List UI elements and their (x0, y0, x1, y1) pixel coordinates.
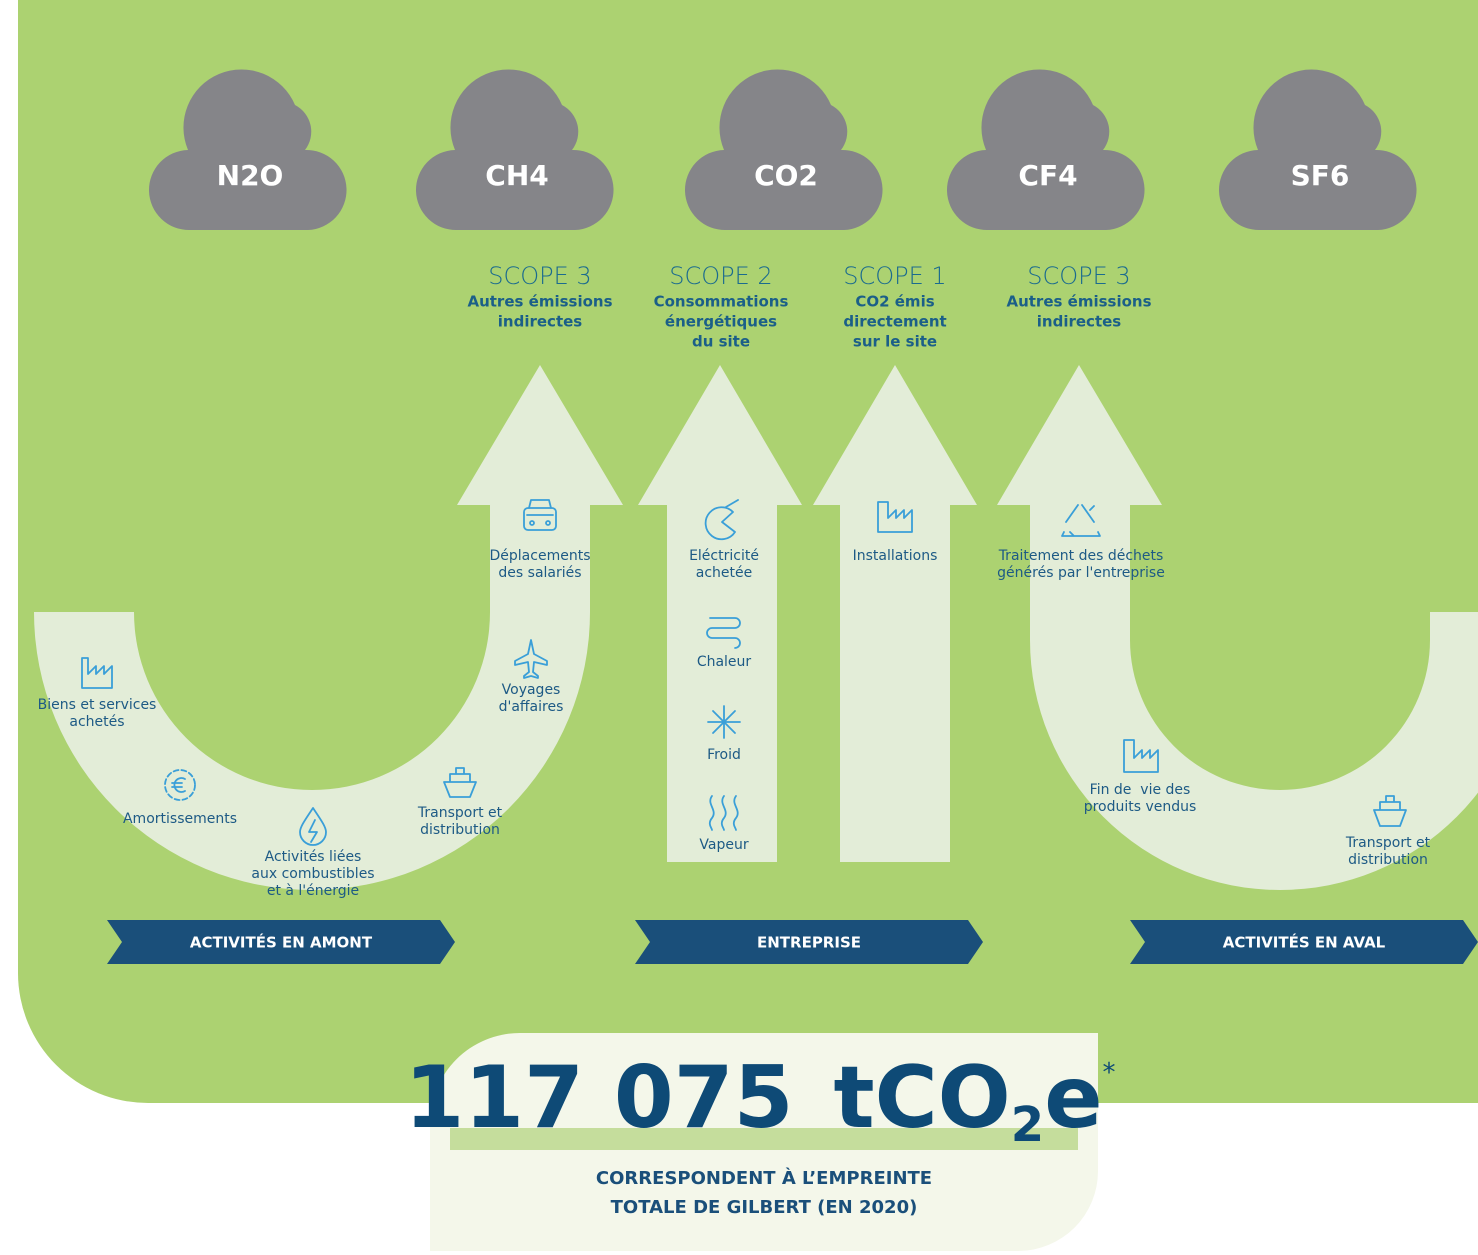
scope2-arrow (638, 365, 802, 862)
activity-label: Vapeur (699, 837, 748, 853)
heat-icon (706, 617, 741, 649)
activity-label: Voyages (502, 682, 561, 698)
activity-label: produits vendus (1084, 799, 1197, 815)
cold-icon (707, 705, 741, 739)
total-value: 117 075 (404, 1048, 793, 1148)
cloud (684, 69, 883, 231)
banners (107, 920, 1478, 964)
scope-name: SCOPE 3 (488, 262, 591, 290)
cloud (946, 69, 1145, 231)
activity-label: Activités liées (265, 849, 362, 865)
activity-label: Transport et (417, 805, 503, 821)
activity-label: Traitement des déchets (998, 548, 1164, 564)
activity-label: Biens et services (38, 697, 157, 713)
factory-icon (81, 657, 113, 689)
activity-label: distribution (420, 822, 500, 838)
cloud-label: CH4 (485, 159, 548, 192)
scope-description: du site (692, 333, 750, 351)
flow-arrows (34, 365, 1478, 890)
activity-label: d'affaires (499, 699, 564, 715)
activity-label: Eléctricité (689, 548, 759, 564)
downstream-arrow (997, 365, 1478, 890)
total-caption: CORRESPONDENT À L’EMPREINTE (596, 1167, 932, 1189)
scope-description: indirectes (498, 313, 583, 331)
total-figure: 117 075 tCO2e* (404, 1048, 1115, 1153)
total-subscript: 2 (1011, 1097, 1044, 1153)
car-icon (523, 499, 557, 531)
activity-label: Fin de vie des (1090, 782, 1191, 798)
banner-label: ACTIVITÉS EN AVAL (1223, 933, 1386, 952)
scope-description: Autres émissions (467, 293, 612, 311)
factory-icon (877, 501, 913, 533)
total-suffix: e (1044, 1048, 1102, 1148)
banner-shape (635, 920, 983, 964)
scope-description: indirectes (1037, 313, 1122, 331)
icons (81, 499, 1407, 846)
plug-icon (704, 499, 739, 541)
banner-label: ENTREPRISE (757, 934, 861, 952)
activity-label: et à l'énergie (267, 883, 359, 899)
activity-label: Chaleur (697, 654, 752, 670)
activity-label: distribution (1348, 852, 1428, 868)
steam-icon (708, 795, 739, 831)
cloud (1218, 69, 1417, 231)
recycle-icon (1061, 504, 1101, 537)
activity-label: Transport et (1345, 835, 1431, 851)
scope-description: énergétiques (665, 313, 777, 331)
scope-description: Autres émissions (1006, 293, 1151, 311)
total-unit: tCO (833, 1048, 1010, 1148)
factory-icon (1123, 739, 1159, 773)
scope-description: CO2 émis (855, 293, 934, 311)
cloud-label: SF6 (1291, 159, 1350, 192)
cloud (148, 69, 347, 231)
cloud-label: N2O (217, 159, 284, 192)
scope-description: directement (843, 313, 946, 331)
scope-description: Consommations (654, 293, 789, 311)
banner-shape (107, 920, 455, 964)
banner-label: ACTIVITÉS EN AMONT (190, 933, 373, 952)
scope-name: SCOPE 3 (1027, 262, 1130, 290)
banner-shape (1130, 920, 1478, 964)
total-note: * (1103, 1058, 1116, 1088)
ship-icon (443, 767, 477, 798)
cloud-label: CO2 (754, 159, 818, 192)
activity-label: Froid (707, 747, 741, 763)
cloud (415, 69, 614, 231)
cloud-label: CF4 (1018, 159, 1077, 192)
activity-label: Installations (853, 548, 938, 564)
plane-icon (514, 639, 548, 679)
activity-label: Amortissements (123, 811, 237, 827)
scope-name: SCOPE 2 (669, 262, 772, 290)
scope1-arrow (813, 365, 977, 862)
ship-icon (1373, 795, 1407, 827)
activity-label: Déplacements (490, 548, 591, 564)
energy-icon (299, 807, 327, 846)
activity-label: générés par l'entreprise (997, 565, 1165, 581)
scope-description: sur le site (853, 333, 937, 351)
activity-label: achetés (69, 714, 124, 730)
activity-label: des salariés (498, 565, 581, 581)
activity-label: achetée (696, 565, 752, 581)
total-caption: TOTALE DE GILBERT (EN 2020) (611, 1197, 918, 1218)
euro-icon (164, 769, 196, 801)
upstream-arrow (34, 365, 623, 890)
scope-name: SCOPE 1 (843, 262, 946, 290)
activity-label: aux combustibles (251, 866, 374, 882)
total-underline (450, 1128, 1078, 1150)
